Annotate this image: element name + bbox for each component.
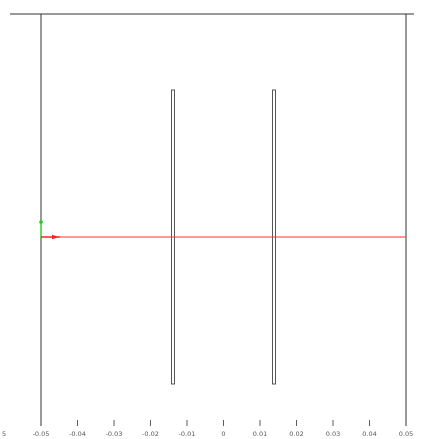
x-axis-tick-label: -0.05 [33, 430, 50, 438]
x-axis-tick-label: 0.02 [289, 430, 303, 438]
x-axis-tick-label: -0.03 [106, 430, 123, 438]
x-axis-tick-label: 0.04 [362, 430, 376, 438]
x-axis-tick-label: -0.01 [179, 430, 196, 438]
edge-tick-label: 5 [2, 430, 6, 438]
x-axis: -0.05 -0.04 -0.03 -0.02 -0.01 0 0.01 0.02 0.03 0.… [33, 420, 413, 438]
x-axis-tick-label: 0.05 [399, 430, 413, 438]
x-axis-tick-label: 0 [221, 430, 225, 438]
x-axis-tick-label: 0.01 [253, 430, 267, 438]
y-axis-gizmo-tip-icon [39, 220, 43, 224]
x-axis-tick-label: -0.02 [142, 430, 159, 438]
x-axis-arrow-icon [52, 234, 59, 240]
x-axis-tick-label: 0.03 [326, 430, 340, 438]
x-axis-tick-label: -0.04 [69, 430, 86, 438]
